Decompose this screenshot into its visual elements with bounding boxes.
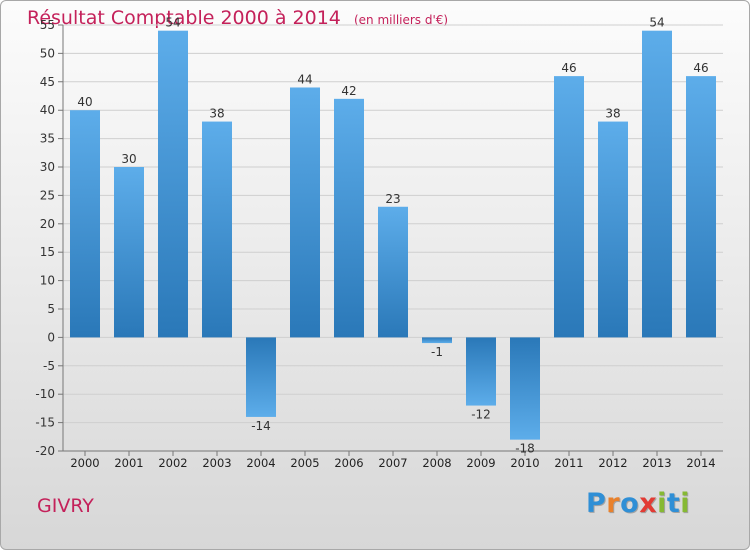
data-label-2005: 44 xyxy=(297,72,312,86)
data-labels: 40 30 54 38 -14 44 42 23 -1 -12 -18 46 38 54 46 xyxy=(77,16,708,456)
bars xyxy=(70,30,716,440)
data-label-2014: 46 xyxy=(693,61,708,75)
bar-2007 xyxy=(378,206,408,338)
logo-letter: i xyxy=(657,488,667,519)
x-tick-label: 2006 xyxy=(334,456,363,470)
data-label-2013: 54 xyxy=(649,16,664,30)
y-tick-label: -10 xyxy=(35,387,55,401)
logo-letter: i xyxy=(680,488,691,519)
x-tick-label: 2003 xyxy=(202,456,231,470)
y-tick-label: -15 xyxy=(35,416,55,430)
bar-2006 xyxy=(334,98,364,338)
x-tick-label: 2012 xyxy=(598,456,627,470)
data-label-2000: 40 xyxy=(77,95,92,109)
y-tick-label: 50 xyxy=(40,46,55,60)
logo-letter: o xyxy=(620,488,640,519)
y-tick-label: -20 xyxy=(35,444,55,458)
chart-title: Résultat Comptable 2000 à 2014 (en milli… xyxy=(27,7,448,29)
x-tick-label: 2004 xyxy=(246,456,275,470)
bar-2013 xyxy=(642,30,672,338)
bar-2001 xyxy=(114,167,144,338)
data-label-2001: 30 xyxy=(121,152,136,166)
bar-2004 xyxy=(246,337,276,417)
y-tick-label: 35 xyxy=(40,132,55,146)
x-tick-label: 2000 xyxy=(70,456,99,470)
x-tick-label: 2010 xyxy=(510,456,539,470)
x-tick-label: 2014 xyxy=(686,456,715,470)
y-tick-label: -5 xyxy=(43,359,55,373)
y-tick-label: 40 xyxy=(40,103,55,117)
logo-letter: x xyxy=(639,488,658,519)
y-tick-label: 0 xyxy=(47,330,55,344)
y-tick-label: 20 xyxy=(40,217,55,231)
bar-2000 xyxy=(70,110,100,338)
logo-letter: r xyxy=(606,488,621,519)
bar-2008 xyxy=(422,337,452,344)
y-tick-label: 45 xyxy=(40,75,55,89)
bar-2009 xyxy=(466,337,496,406)
x-tick-label: 2008 xyxy=(422,456,451,470)
y-tick-label: 10 xyxy=(40,274,55,288)
y-tick-label: 25 xyxy=(40,188,55,202)
x-tick-label: 2011 xyxy=(554,456,583,470)
data-label-2011: 46 xyxy=(561,61,576,75)
proxiti-logo[interactable]: Proxiti xyxy=(586,488,690,519)
bar-2002 xyxy=(158,30,188,338)
bar-2005 xyxy=(290,87,320,338)
y-tick-label: 55 xyxy=(40,18,55,32)
axes: -20 -15 -10 -5 0 5 10 15 20 25 30 35 40 45 50 55 2000 200… xyxy=(35,18,723,470)
bar-2012 xyxy=(598,121,628,338)
bar-2010 xyxy=(510,337,540,440)
bar-2014 xyxy=(686,76,716,338)
city-name: GIVRY xyxy=(37,495,94,517)
data-label-2006: 42 xyxy=(341,84,356,98)
x-tick-label: 2013 xyxy=(642,456,671,470)
y-tick-label: 30 xyxy=(40,160,55,174)
x-tick-label: 2005 xyxy=(290,456,319,470)
data-label-2012: 38 xyxy=(605,107,620,121)
bar-2003 xyxy=(202,121,232,338)
chart-title-main: Résultat Comptable 2000 à 2014 xyxy=(27,7,341,29)
chart-unit-note: (en milliers d'€) xyxy=(353,13,449,27)
y-tick-label: 15 xyxy=(40,245,55,259)
data-label-2007: 23 xyxy=(385,192,400,206)
data-label-2004: -14 xyxy=(251,419,271,433)
data-label-2003: 38 xyxy=(209,107,224,121)
x-tick-label: 2001 xyxy=(114,456,143,470)
data-label-2008: -1 xyxy=(431,345,443,359)
data-label-2002: 54 xyxy=(165,16,180,30)
x-tick-label: 2002 xyxy=(158,456,187,470)
data-label-2010: -18 xyxy=(515,442,535,456)
x-tick-label: 2009 xyxy=(466,456,495,470)
bar-2011 xyxy=(554,76,584,338)
x-tick-label: 2007 xyxy=(378,456,407,470)
logo-letter: t xyxy=(666,488,681,519)
y-tick-label: 5 xyxy=(47,302,55,316)
data-label-2009: -12 xyxy=(471,408,491,422)
logo-letter: P xyxy=(586,488,607,519)
